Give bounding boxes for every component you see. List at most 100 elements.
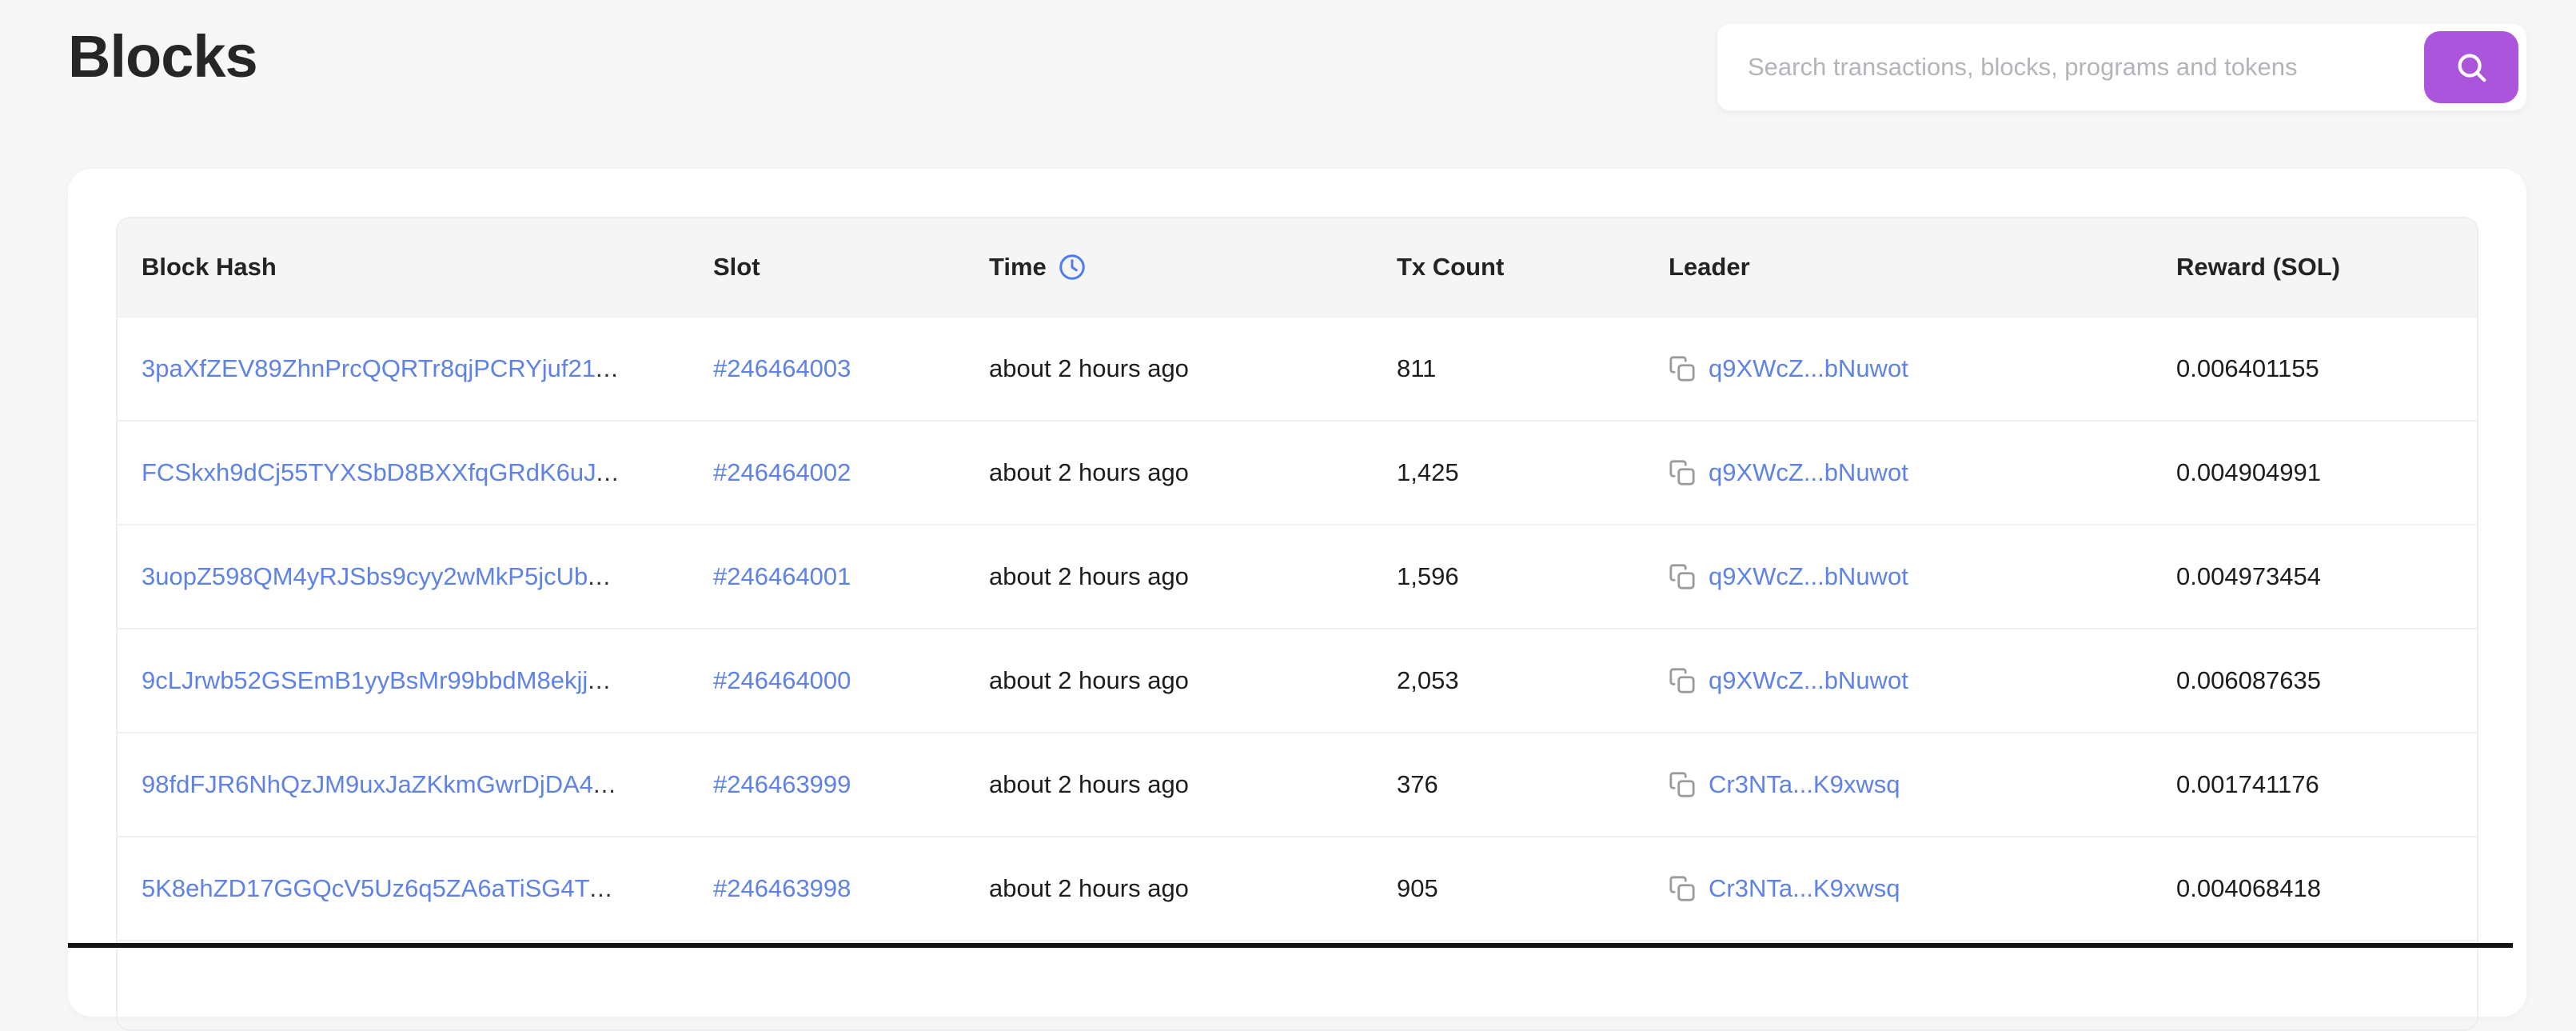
- block-hash-cell: 98fdFJR6NhQzJM9uxJaZKkmGwrDjDA4...: [118, 732, 689, 836]
- search-input[interactable]: [1717, 24, 2526, 110]
- blocks-table: Block Hash Slot Time: [118, 218, 2477, 1029]
- truncation-ellipsis: ...: [596, 354, 619, 382]
- block-hash-cell: FCSkxh9dCj55TYXSbD8BXXfqGRdK6uJ...: [118, 420, 689, 524]
- tx-count-value: 1,596: [1397, 562, 1459, 590]
- leader-cell: Cr3NTa...K9xwsq: [1645, 732, 2152, 836]
- clock-icon[interactable]: [1058, 253, 1087, 282]
- reward-cell: 0.006401155: [2152, 316, 2477, 420]
- time-cell: about 2 hours ago: [965, 524, 1373, 628]
- search-icon: [2453, 49, 2490, 86]
- column-header-slot: Slot: [689, 218, 965, 316]
- reward-value: 0.004904991: [2176, 458, 2322, 486]
- table-body: 3paXfZEV89ZhnPrcQQRTr8qjPCRYjuf21... #24…: [118, 316, 2477, 1029]
- tx-count-value: 905: [1397, 874, 1438, 902]
- slot-cell: #246463998: [689, 836, 965, 940]
- block-hash-cell: 5K8ehZD17GGQcV5Uz6q5ZA6aTiSG4T...: [118, 836, 689, 940]
- reward-value: 0.006401155: [2176, 354, 2319, 382]
- leader-link[interactable]: Cr3NTa...K9xwsq: [1709, 874, 1900, 902]
- block-hash-link[interactable]: 98fdFJR6NhQzJM9uxJaZKkmGwrDjDA4...: [142, 770, 616, 798]
- copy-icon[interactable]: [1669, 875, 1696, 902]
- blocks-table-frame: Block Hash Slot Time: [116, 217, 2478, 1031]
- tx-count-value: 376: [1397, 770, 1438, 798]
- time-value: about 2 hours ago: [989, 770, 1189, 798]
- leader-link[interactable]: q9XWcZ...bNuwot: [1709, 458, 1908, 486]
- block-hash-link[interactable]: FCSkxh9dCj55TYXSbD8BXXfqGRdK6uJ...: [142, 458, 620, 486]
- cut-off-bottom-element: [68, 943, 2513, 948]
- block-hash-link[interactable]: 3paXfZEV89ZhnPrcQQRTr8qjPCRYjuf21...: [142, 354, 619, 382]
- leader-cell: Cr3NTa...K9xwsq: [1645, 836, 2152, 940]
- tx-count-cell: 376: [1373, 732, 1645, 836]
- block-hash-link[interactable]: 3uopZ598QM4yRJSbs9cyy2wMkP5jcUb...: [142, 562, 612, 590]
- copy-icon[interactable]: [1669, 459, 1696, 486]
- reward-cell: 0.006087635: [2152, 628, 2477, 732]
- leader-link[interactable]: q9XWcZ...bNuwot: [1709, 666, 1908, 694]
- reward-cell: 0.004068418: [2152, 836, 2477, 940]
- time-value: about 2 hours ago: [989, 874, 1189, 902]
- copy-icon[interactable]: [1669, 667, 1696, 694]
- search-button[interactable]: [2424, 31, 2518, 103]
- slot-cell: #246463999: [689, 732, 965, 836]
- tx-count-cell: 1,596: [1373, 524, 1645, 628]
- leader-link[interactable]: q9XWcZ...bNuwot: [1709, 562, 1908, 590]
- leader-cell: q9XWcZ...bNuwot: [1645, 628, 2152, 732]
- time-value: about 2 hours ago: [989, 458, 1189, 486]
- page-title: Blocks: [68, 23, 258, 90]
- time-cell: about 2 hours ago: [965, 316, 1373, 420]
- slot-link[interactable]: #246463999: [713, 770, 851, 798]
- slot-link[interactable]: #246464000: [713, 666, 851, 694]
- time-cell: about 2 hours ago: [965, 628, 1373, 732]
- block-hash-cell: 9cLJrwb52GSEmB1yyBsMr99bbdM8ekjj...: [118, 628, 689, 732]
- partial-row: [118, 940, 2477, 1029]
- reward-cell: 0.004904991: [2152, 420, 2477, 524]
- time-value: about 2 hours ago: [989, 562, 1189, 590]
- search-bar: [1717, 24, 2526, 110]
- slot-link[interactable]: #246463998: [713, 874, 851, 902]
- blocks-card: Block Hash Slot Time: [68, 169, 2526, 1031]
- slot-cell: #246464001: [689, 524, 965, 628]
- reward-value: 0.004973454: [2176, 562, 2322, 590]
- table-row: 3paXfZEV89ZhnPrcQQRTr8qjPCRYjuf21... #24…: [118, 316, 2477, 420]
- copy-icon[interactable]: [1669, 563, 1696, 590]
- slot-link[interactable]: #246464002: [713, 458, 851, 486]
- reward-value: 0.004068418: [2176, 874, 2322, 902]
- leader-link[interactable]: Cr3NTa...K9xwsq: [1709, 770, 1900, 798]
- truncation-ellipsis: ...: [589, 874, 613, 902]
- table-row: 98fdFJR6NhQzJM9uxJaZKkmGwrDjDA4... #2464…: [118, 732, 2477, 836]
- table-row: 3uopZ598QM4yRJSbs9cyy2wMkP5jcUb... #2464…: [118, 524, 2477, 628]
- reward-value: 0.001741176: [2176, 770, 2319, 798]
- tx-count-cell: 1,425: [1373, 420, 1645, 524]
- slot-link[interactable]: #246464003: [713, 354, 851, 382]
- truncation-ellipsis: ...: [593, 770, 616, 798]
- column-header-tx-count: Tx Count: [1373, 218, 1645, 316]
- copy-icon[interactable]: [1669, 355, 1696, 382]
- column-header-block-hash: Block Hash: [118, 218, 689, 316]
- column-header-reward: Reward (SOL): [2152, 218, 2477, 316]
- tx-count-cell: 905: [1373, 836, 1645, 940]
- slot-link[interactable]: #246464001: [713, 562, 851, 590]
- table-header-row: Block Hash Slot Time: [118, 218, 2477, 316]
- truncation-ellipsis: ...: [596, 458, 620, 486]
- block-hash-link[interactable]: 5K8ehZD17GGQcV5Uz6q5ZA6aTiSG4T...: [142, 874, 613, 902]
- time-cell: about 2 hours ago: [965, 420, 1373, 524]
- reward-cell: 0.001741176: [2152, 732, 2477, 836]
- time-value: about 2 hours ago: [989, 666, 1189, 694]
- column-header-leader: Leader: [1645, 218, 2152, 316]
- column-header-time: Time: [965, 218, 1373, 316]
- leader-cell: q9XWcZ...bNuwot: [1645, 524, 2152, 628]
- leader-cell: q9XWcZ...bNuwot: [1645, 316, 2152, 420]
- copy-icon[interactable]: [1669, 771, 1696, 798]
- tx-count-value: 2,053: [1397, 666, 1459, 694]
- slot-cell: #246464002: [689, 420, 965, 524]
- truncation-ellipsis: ...: [588, 562, 612, 590]
- slot-cell: #246464000: [689, 628, 965, 732]
- block-hash-link[interactable]: 9cLJrwb52GSEmB1yyBsMr99bbdM8ekjj...: [142, 666, 612, 694]
- table-row: 5K8ehZD17GGQcV5Uz6q5ZA6aTiSG4T... #24646…: [118, 836, 2477, 940]
- tx-count-cell: 2,053: [1373, 628, 1645, 732]
- leader-cell: q9XWcZ...bNuwot: [1645, 420, 2152, 524]
- block-hash-cell: 3paXfZEV89ZhnPrcQQRTr8qjPCRYjuf21...: [118, 316, 689, 420]
- leader-link[interactable]: q9XWcZ...bNuwot: [1709, 354, 1908, 382]
- time-value: about 2 hours ago: [989, 354, 1189, 382]
- truncation-ellipsis: ...: [588, 666, 612, 694]
- table-row: 9cLJrwb52GSEmB1yyBsMr99bbdM8ekjj... #246…: [118, 628, 2477, 732]
- reward-value: 0.006087635: [2176, 666, 2322, 694]
